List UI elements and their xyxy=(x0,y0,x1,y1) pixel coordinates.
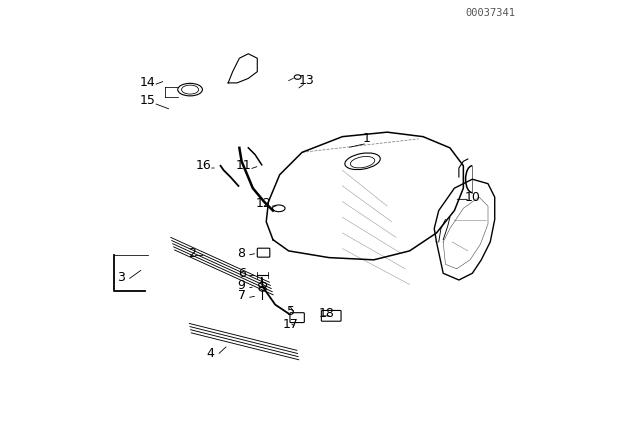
Text: 7: 7 xyxy=(237,289,246,302)
Text: 3: 3 xyxy=(116,271,125,284)
Text: 4: 4 xyxy=(206,347,214,361)
Text: 17: 17 xyxy=(283,318,299,332)
Text: 6: 6 xyxy=(237,267,246,280)
Text: 13: 13 xyxy=(299,74,314,87)
Text: 10: 10 xyxy=(465,190,480,204)
Text: 1: 1 xyxy=(363,132,371,146)
Text: 14: 14 xyxy=(140,76,156,90)
Text: 16: 16 xyxy=(196,159,211,172)
Text: 00037341: 00037341 xyxy=(465,8,515,18)
Text: 11: 11 xyxy=(236,159,252,172)
Text: 18: 18 xyxy=(319,307,335,320)
Text: 8: 8 xyxy=(237,246,246,260)
Text: 5: 5 xyxy=(287,305,295,318)
Text: 2: 2 xyxy=(188,246,196,260)
Text: 12: 12 xyxy=(256,197,272,211)
Text: 9: 9 xyxy=(237,279,246,293)
Text: 15: 15 xyxy=(140,94,156,108)
